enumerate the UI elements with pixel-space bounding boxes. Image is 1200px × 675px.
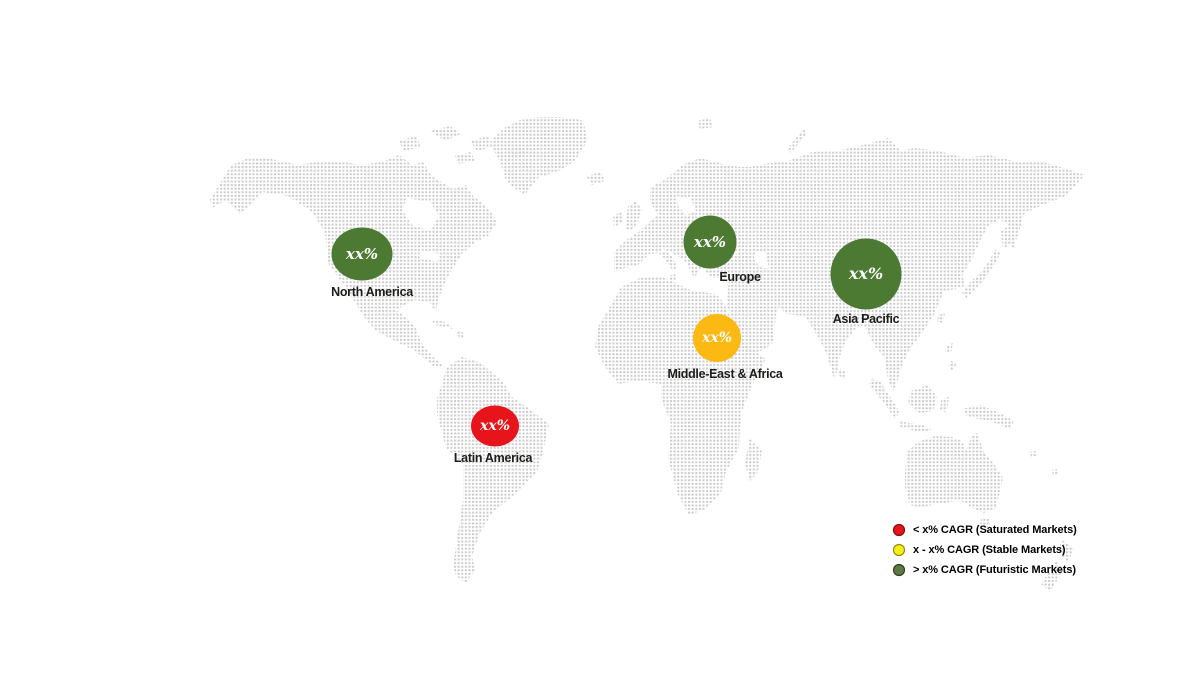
- region-label-europe: Europe: [719, 270, 761, 284]
- landmass-south-america: [437, 357, 549, 583]
- region-bubbles: xx% North America xx% Latin America xx% …: [331, 215, 902, 465]
- legend-swatch-futuristic: [892, 563, 906, 577]
- bubble-circle-north-america: [331, 227, 393, 281]
- legend: < x% CAGR (Saturated Markets) x - x% CAG…: [892, 520, 1077, 580]
- region-label-north-america: North America: [331, 285, 414, 299]
- region-bubble-latin-america: xx% Latin America: [454, 405, 534, 465]
- red-circle-icon: [892, 523, 906, 537]
- legend-label-futuristic: > x% CAGR (Futuristic Markets): [913, 564, 1076, 576]
- landmass-oceania: [905, 433, 1074, 592]
- region-bubble-asia-pacific: xx% Asia Pacific: [830, 238, 902, 326]
- bubble-circle-latin-america: [471, 405, 519, 447]
- bubble-value-europe: xx%: [693, 233, 726, 251]
- bubble-value-asia-pacific: xx%: [848, 264, 883, 283]
- legend-label-saturated: < x% CAGR (Saturated Markets): [913, 524, 1077, 536]
- legend-label-stable: x - x% CAGR (Stable Markets): [913, 544, 1066, 556]
- bubble-circle-asia-pacific: [830, 238, 902, 310]
- legend-item-saturated: < x% CAGR (Saturated Markets): [892, 520, 1077, 540]
- bubble-circle-middle-east-africa: [693, 314, 741, 362]
- legend-swatch-saturated: [892, 523, 906, 537]
- bubble-circle-europe: [683, 215, 737, 269]
- bubble-value-middle-east-africa: xx%: [701, 330, 732, 346]
- bubble-value-latin-america: xx%: [479, 418, 510, 434]
- region-label-middle-east-africa: Middle-East & Africa: [667, 367, 783, 381]
- region-bubble-europe: xx% Europe: [683, 215, 761, 284]
- yellow-circle-icon: [892, 543, 906, 557]
- region-label-latin-america: Latin America: [454, 451, 534, 465]
- bubble-value-north-america: xx%: [345, 245, 378, 263]
- region-bubble-north-america: xx% North America: [331, 227, 415, 299]
- legend-item-futuristic: > x% CAGR (Futuristic Markets): [892, 560, 1077, 580]
- region-bubble-middle-east-africa: xx% Middle-East & Africa: [667, 314, 784, 381]
- landmass-greenland: [491, 117, 588, 195]
- legend-swatch-stable: [892, 543, 906, 557]
- region-label-asia-pacific: Asia Pacific: [833, 312, 900, 326]
- landmass-islands-asia: [838, 227, 1014, 433]
- green-circle-icon: [892, 563, 906, 577]
- legend-item-stable: x - x% CAGR (Stable Markets): [892, 540, 1077, 560]
